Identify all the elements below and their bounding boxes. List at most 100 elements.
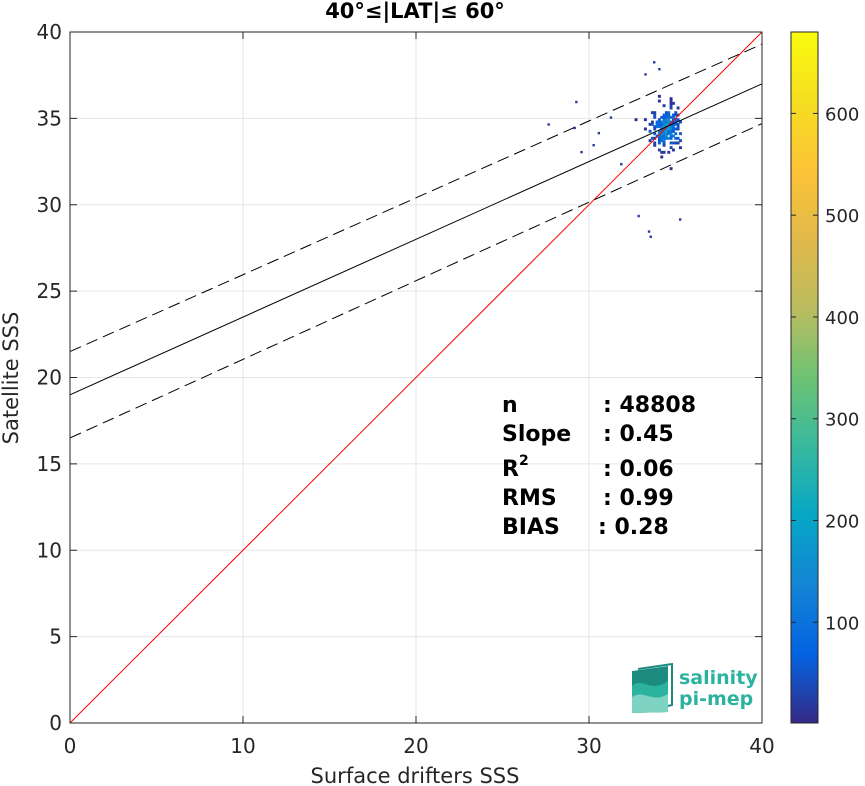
density-cell bbox=[667, 111, 671, 115]
density-cell bbox=[676, 106, 680, 110]
density-outlier bbox=[620, 163, 623, 166]
regression-lines bbox=[69, 31, 763, 724]
density-cell bbox=[669, 129, 673, 133]
density-cell bbox=[674, 120, 678, 124]
line-regression-2sd bbox=[69, 123, 763, 439]
colorbar-tick-label: 100 bbox=[825, 613, 859, 634]
density-cell bbox=[669, 167, 673, 171]
density-cell bbox=[669, 141, 673, 145]
density-cell bbox=[657, 139, 661, 143]
density-cell bbox=[662, 132, 666, 136]
density-cell bbox=[655, 134, 659, 138]
density-cell bbox=[664, 118, 668, 122]
density-cell bbox=[671, 148, 675, 152]
density-cell bbox=[657, 94, 661, 98]
density-cell bbox=[671, 141, 675, 145]
density-outlier bbox=[644, 73, 647, 76]
density-cell bbox=[660, 155, 664, 159]
density-cell bbox=[674, 113, 678, 117]
density-cell bbox=[676, 136, 680, 140]
density-cell bbox=[650, 111, 654, 115]
density-cell bbox=[664, 129, 668, 133]
density-cell bbox=[653, 125, 657, 129]
density-cell bbox=[660, 115, 664, 119]
stat-n-value: : 48808 bbox=[603, 393, 696, 418]
density-cell bbox=[660, 132, 664, 136]
density-cell bbox=[667, 122, 671, 126]
density-cell bbox=[653, 111, 657, 115]
density-cell bbox=[674, 122, 678, 126]
density-cell bbox=[650, 120, 654, 124]
density-outlier bbox=[547, 123, 550, 126]
density-cell bbox=[674, 141, 678, 145]
density-cell bbox=[671, 129, 675, 133]
density-outlier bbox=[592, 144, 595, 147]
y-axis-label: Satellite SSS bbox=[0, 312, 23, 445]
density-outlier bbox=[573, 126, 576, 130]
density-cell bbox=[667, 127, 671, 131]
density-cell bbox=[674, 127, 678, 131]
colorbar-tick-label: 500 bbox=[825, 206, 859, 227]
density-cell bbox=[655, 120, 659, 124]
density-cell bbox=[664, 111, 668, 115]
density-cell bbox=[676, 122, 680, 126]
density-heatmap bbox=[547, 61, 682, 238]
density-cell bbox=[667, 150, 671, 154]
density-cell bbox=[669, 134, 673, 138]
density-cell bbox=[667, 129, 671, 133]
density-cell bbox=[653, 115, 657, 119]
density-cell bbox=[669, 99, 673, 103]
stat-n-label: n bbox=[502, 393, 518, 418]
salinity-pi-mep-logo: salinity pi-mep bbox=[632, 662, 758, 713]
x-tick-label: 10 bbox=[230, 734, 255, 758]
colorbar-tick-label: 400 bbox=[825, 308, 859, 329]
density-cell bbox=[653, 127, 657, 131]
density-cell bbox=[678, 146, 682, 150]
y-tick-label: 15 bbox=[37, 452, 62, 476]
density-outlier bbox=[575, 100, 578, 104]
density-cell bbox=[662, 129, 666, 133]
density-cell bbox=[662, 125, 666, 129]
density-cell bbox=[662, 139, 666, 143]
density-cell bbox=[662, 122, 666, 126]
stat-r-letter: R bbox=[502, 457, 519, 482]
density-cell bbox=[669, 127, 673, 131]
density-cell bbox=[669, 101, 673, 105]
density-cell bbox=[662, 127, 666, 131]
density-cell bbox=[653, 136, 657, 140]
density-cell bbox=[662, 141, 666, 145]
density-cell bbox=[669, 136, 673, 140]
y-tick-label: 30 bbox=[37, 193, 62, 217]
density-cell bbox=[667, 113, 671, 117]
density-cell bbox=[657, 118, 661, 122]
density-cell bbox=[657, 122, 661, 126]
x-axis-label: Surface drifters SSS bbox=[311, 764, 520, 786]
density-cell bbox=[657, 120, 661, 124]
density-cell bbox=[634, 118, 638, 122]
density-cell bbox=[678, 132, 682, 136]
density-cell bbox=[660, 120, 664, 124]
axis-ticks: 0 10 20 30 40 0 5 10 15 20 25 30 35 40 bbox=[37, 20, 775, 758]
density-outlier bbox=[597, 131, 601, 135]
stat-rms-label: RMS bbox=[502, 486, 557, 511]
density-cell bbox=[653, 132, 657, 136]
density-cell bbox=[653, 141, 657, 145]
density-cell bbox=[667, 132, 671, 136]
density-cell bbox=[664, 132, 668, 136]
density-cell bbox=[662, 120, 666, 124]
density-cell bbox=[676, 113, 680, 117]
density-outlier bbox=[678, 218, 682, 221]
colorbar-tick-label: 200 bbox=[825, 511, 859, 532]
density-cell bbox=[657, 136, 661, 140]
stat-rms-value: : 0.99 bbox=[603, 486, 674, 511]
y-tick-label: 5 bbox=[49, 625, 62, 649]
density-cell bbox=[664, 127, 668, 131]
density-cell bbox=[648, 139, 652, 143]
stats-annotation: n : 48808 Slope : 0.45 R2 : 0.06 RMS : 0… bbox=[502, 393, 696, 540]
density-cell bbox=[669, 125, 673, 129]
density-cell bbox=[667, 118, 671, 122]
density-outlier bbox=[653, 61, 656, 64]
density-cell bbox=[674, 118, 678, 122]
density-cell bbox=[660, 136, 664, 140]
density-cell bbox=[657, 132, 661, 136]
